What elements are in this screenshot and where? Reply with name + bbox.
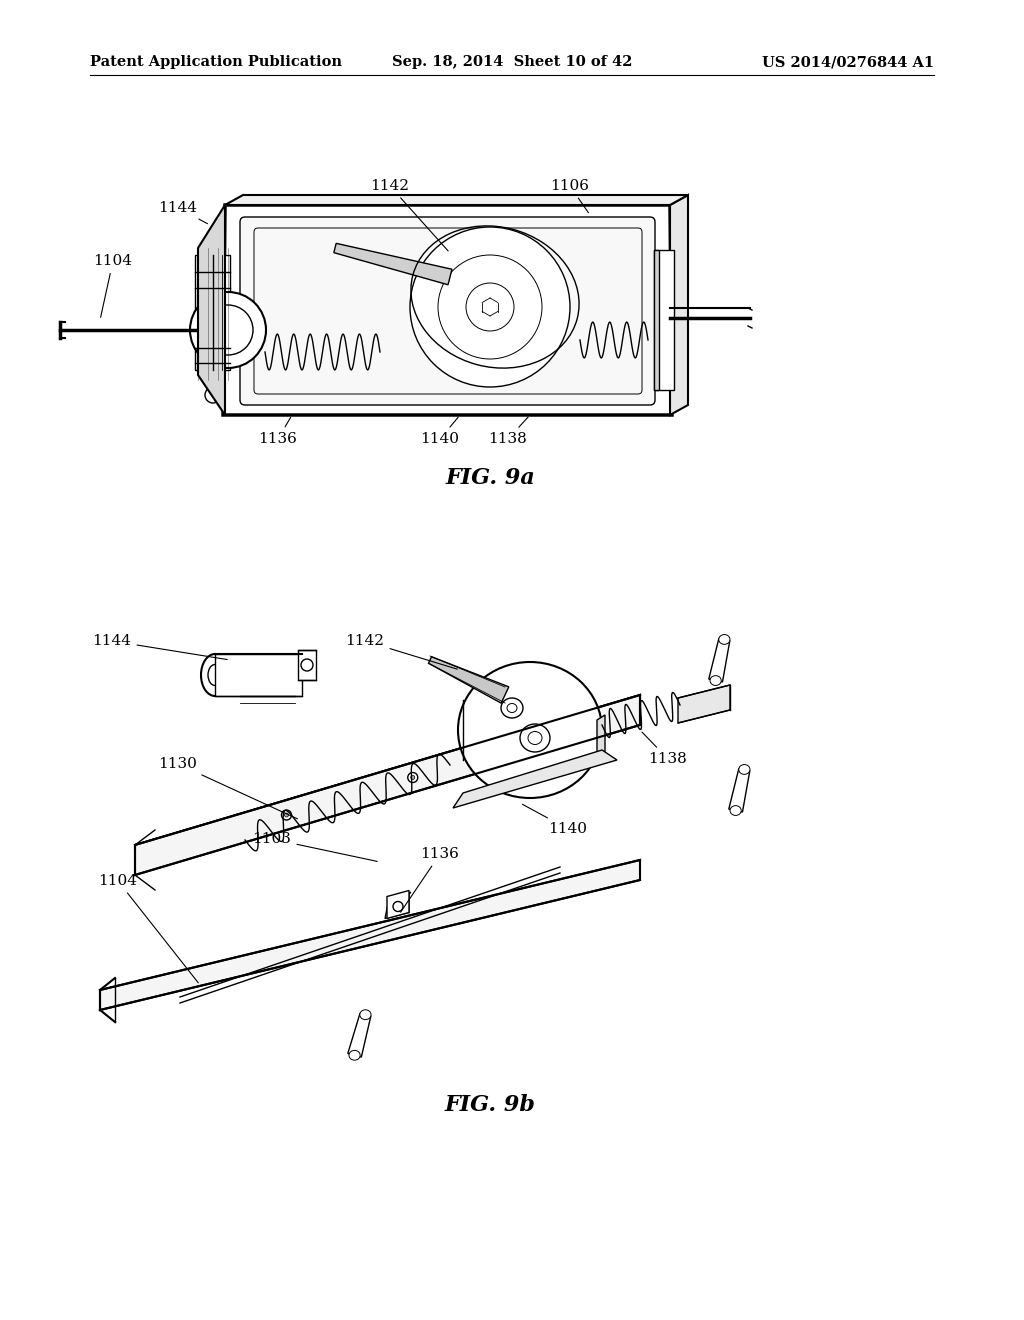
Circle shape	[301, 659, 313, 671]
Text: Sep. 18, 2014  Sheet 10 of 42: Sep. 18, 2014 Sheet 10 of 42	[392, 55, 632, 69]
Ellipse shape	[730, 805, 741, 816]
Ellipse shape	[201, 653, 229, 696]
Ellipse shape	[710, 676, 721, 685]
Text: 1138: 1138	[642, 733, 687, 766]
Polygon shape	[709, 639, 730, 682]
Ellipse shape	[520, 723, 550, 752]
Ellipse shape	[738, 764, 750, 775]
Text: 1136: 1136	[259, 417, 297, 446]
Polygon shape	[135, 696, 640, 875]
Polygon shape	[215, 653, 302, 696]
Polygon shape	[225, 195, 688, 205]
Text: FIG. 9a: FIG. 9a	[445, 467, 535, 488]
Text: 1142: 1142	[345, 634, 458, 669]
Text: 1104: 1104	[98, 874, 199, 983]
Circle shape	[411, 776, 415, 780]
Circle shape	[205, 387, 221, 403]
Circle shape	[410, 227, 570, 387]
Text: 1144: 1144	[92, 634, 227, 660]
Polygon shape	[334, 243, 452, 285]
Polygon shape	[223, 205, 672, 414]
Polygon shape	[385, 892, 411, 919]
Ellipse shape	[719, 635, 730, 644]
Polygon shape	[348, 1014, 371, 1057]
Polygon shape	[428, 657, 509, 704]
Text: 1136: 1136	[400, 847, 460, 912]
Circle shape	[393, 902, 403, 912]
Polygon shape	[453, 750, 617, 808]
Polygon shape	[135, 696, 640, 847]
Text: 1140: 1140	[522, 804, 588, 836]
Circle shape	[408, 772, 418, 783]
Polygon shape	[387, 891, 409, 919]
Text: 1140: 1140	[421, 417, 460, 446]
Bar	[195, 255, 230, 370]
Circle shape	[190, 292, 266, 368]
Text: 1106: 1106	[551, 180, 590, 213]
Polygon shape	[729, 768, 750, 812]
Text: 1138: 1138	[488, 417, 528, 446]
Circle shape	[282, 810, 292, 820]
Polygon shape	[198, 205, 225, 414]
Polygon shape	[670, 195, 688, 414]
Text: FIG. 9b: FIG. 9b	[444, 1094, 536, 1115]
Text: 1142: 1142	[371, 180, 449, 251]
Text: 1144: 1144	[159, 201, 208, 223]
Text: 1104: 1104	[93, 253, 132, 317]
FancyBboxPatch shape	[240, 216, 655, 405]
Text: Patent Application Publication: Patent Application Publication	[90, 55, 342, 69]
Text: 1103: 1103	[253, 832, 377, 862]
Bar	[654, 249, 674, 389]
Bar	[654, 249, 659, 389]
Ellipse shape	[501, 698, 523, 718]
Polygon shape	[100, 861, 640, 1010]
Circle shape	[285, 813, 289, 817]
Text: US 2014/0276844 A1: US 2014/0276844 A1	[762, 55, 934, 69]
Ellipse shape	[458, 663, 602, 799]
Text: 1130: 1130	[159, 756, 298, 818]
Bar	[298, 649, 316, 680]
Polygon shape	[597, 715, 605, 766]
Polygon shape	[678, 685, 730, 723]
Ellipse shape	[359, 1010, 371, 1019]
Ellipse shape	[349, 1051, 360, 1060]
